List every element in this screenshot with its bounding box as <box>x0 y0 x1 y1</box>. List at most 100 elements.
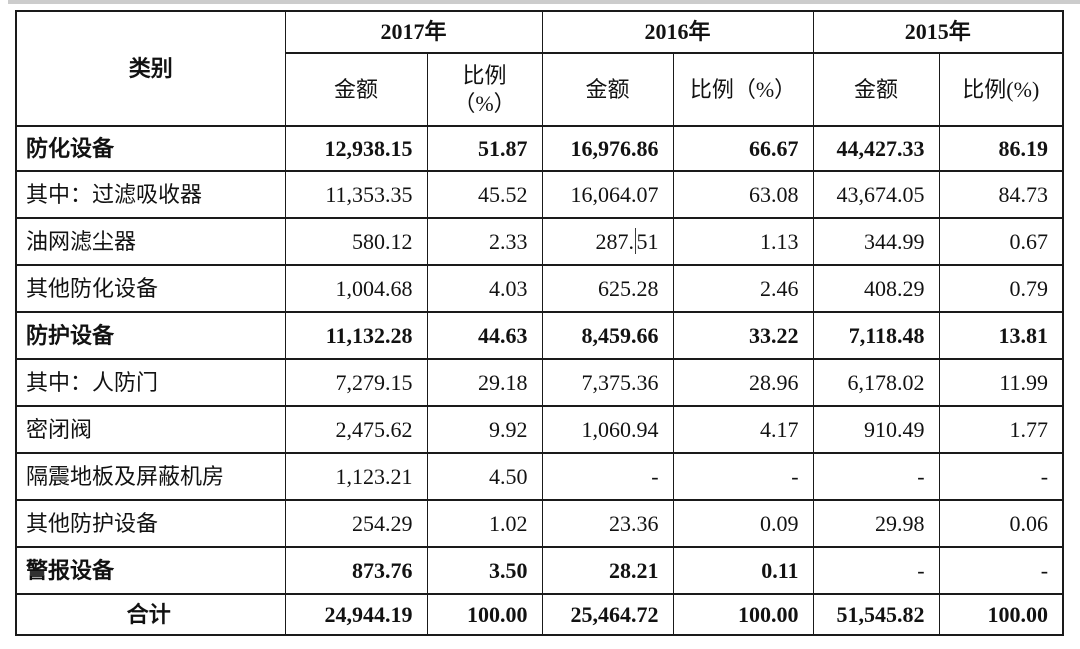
value-cell[interactable]: 1.77 <box>938 405 1064 454</box>
value-cell[interactable]: 3.50 <box>426 546 543 595</box>
caret-text-before: 287. <box>595 228 635 254</box>
value-cell[interactable]: 13.81 <box>938 311 1064 360</box>
header-2016-amount[interactable]: 金额 <box>541 52 674 127</box>
value-cell[interactable]: 4.50 <box>426 452 543 501</box>
value-cell[interactable]: 1.02 <box>426 499 543 548</box>
value-cell[interactable]: 100.00 <box>938 593 1064 636</box>
value-cell[interactable]: 16,064.07 <box>541 170 674 219</box>
value-cell[interactable]: 1.13 <box>672 217 814 266</box>
value-cell[interactable]: 100.00 <box>672 593 814 636</box>
category-cell[interactable]: 隔震地板及屏蔽机房 <box>15 452 286 501</box>
header-2017-ratio-line1: 比例 <box>462 63 507 88</box>
value-cell[interactable]: - <box>938 546 1064 595</box>
table-row: 其中：人防门 7,279.15 29.18 7,375.36 28.96 6,178.02… <box>15 358 1064 407</box>
value-cell[interactable]: 23.36 <box>541 499 674 548</box>
table-row: 油网滤尘器 580.12 2.33 287. 51 1.13 344.99 0.67 <box>15 217 1064 266</box>
value-cell[interactable]: 51,545.82 <box>812 593 940 636</box>
value-cell[interactable]: 625.28 <box>541 264 674 313</box>
value-cell[interactable]: 1,004.68 <box>284 264 428 313</box>
table-row: 其中：过滤吸收器 11,353.35 45.52 16,064.07 63.08 43,6… <box>15 170 1064 219</box>
value-cell[interactable]: 0.11 <box>672 546 814 595</box>
header-category[interactable]: 类别 <box>15 10 286 127</box>
value-cell[interactable]: 0.09 <box>672 499 814 548</box>
table-row: 密闭阀 2,475.62 9.92 1,060.94 4.17 910.49 1.77 <box>15 405 1064 454</box>
value-cell[interactable]: - <box>938 452 1064 501</box>
value-cell[interactable]: 29.18 <box>426 358 543 407</box>
financial-category-table: 类别 2017年 2016年 2015年 金额 比例 （%） 金额 比例（%） … <box>15 10 1065 636</box>
table-row: 警报设备 873.76 3.50 28.21 0.11- - <box>15 546 1064 595</box>
header-year-2017[interactable]: 2017年 <box>284 10 543 54</box>
value-cell[interactable]: 287. 51 <box>541 217 674 266</box>
page-top-edge-strip <box>8 0 1080 4</box>
value-cell[interactable]: 11,132.28 <box>284 311 428 360</box>
header-2016-ratio[interactable]: 比例（%） <box>672 52 814 127</box>
value-cell[interactable]: 9.92 <box>426 405 543 454</box>
value-cell[interactable]: 254.29 <box>284 499 428 548</box>
header-year-2016[interactable]: 2016年 <box>541 10 814 54</box>
value-cell[interactable]: 0.67 <box>938 217 1064 266</box>
value-cell[interactable]: 1,123.21 <box>284 452 428 501</box>
value-cell[interactable]: 16,976.86 <box>541 125 674 172</box>
category-cell[interactable]: 其中：人防门 <box>15 358 286 407</box>
value-cell[interactable]: - <box>672 452 814 501</box>
value-cell[interactable]: 2,475.62 <box>284 405 428 454</box>
value-cell[interactable]: 63.08 <box>672 170 814 219</box>
header-2015-amount[interactable]: 金额 <box>812 52 940 127</box>
value-cell[interactable]: 86.19 <box>938 125 1064 172</box>
value-cell[interactable]: 6,178.02 <box>812 358 940 407</box>
table-row: 隔震地板及屏蔽机房 1,123.21 4.50- - - - <box>15 452 1064 501</box>
value-cell[interactable]: 7,375.36 <box>541 358 674 407</box>
value-cell[interactable]: 7,279.15 <box>284 358 428 407</box>
header-2017-amount[interactable]: 金额 <box>284 52 428 127</box>
value-cell[interactable]: 8,459.66 <box>541 311 674 360</box>
value-cell[interactable]: 66.67 <box>672 125 814 172</box>
value-cell[interactable]: 7,118.48 <box>812 311 940 360</box>
value-cell[interactable]: 1,060.94 <box>541 405 674 454</box>
value-cell[interactable]: 910.49 <box>812 405 940 454</box>
value-cell[interactable]: 44,427.33 <box>812 125 940 172</box>
category-cell[interactable]: 油网滤尘器 <box>15 217 286 266</box>
value-cell[interactable]: - <box>812 452 940 501</box>
value-cell[interactable]: 24,944.19 <box>284 593 428 636</box>
value-cell[interactable]: 4.03 <box>426 264 543 313</box>
value-cell[interactable]: - <box>541 452 674 501</box>
value-cell[interactable]: 51.87 <box>426 125 543 172</box>
value-cell[interactable]: 33.22 <box>672 311 814 360</box>
table-row: 防化设备 12,938.15 51.87 16,976.86 66.67 44,427.3… <box>15 125 1064 172</box>
category-cell[interactable]: 其他防护设备 <box>15 499 286 548</box>
value-cell[interactable]: 873.76 <box>284 546 428 595</box>
category-cell[interactable]: 警报设备 <box>15 546 286 595</box>
value-cell[interactable]: 11,353.35 <box>284 170 428 219</box>
value-cell[interactable]: 29.98 <box>812 499 940 548</box>
value-cell[interactable]: 84.73 <box>938 170 1064 219</box>
value-cell[interactable]: 100.00 <box>426 593 543 636</box>
value-cell[interactable]: 408.29 <box>812 264 940 313</box>
value-cell[interactable]: 580.12 <box>284 217 428 266</box>
value-cell[interactable]: 0.06 <box>938 499 1064 548</box>
value-cell[interactable]: 4.17 <box>672 405 814 454</box>
header-2015-ratio[interactable]: 比例(%) <box>938 52 1064 127</box>
category-cell[interactable]: 防护设备 <box>15 311 286 360</box>
value-cell[interactable]: 0.79 <box>938 264 1064 313</box>
value-cell[interactable]: 44.63 <box>426 311 543 360</box>
category-cell[interactable]: 其中：过滤吸收器 <box>15 170 286 219</box>
category-cell[interactable]: 防化设备 <box>15 125 286 172</box>
value-cell[interactable]: 11.99 <box>938 358 1064 407</box>
value-cell[interactable]: 344.99 <box>812 217 940 266</box>
value-cell[interactable]: 2.46 <box>672 264 814 313</box>
value-cell[interactable]: - <box>812 546 940 595</box>
value-cell[interactable]: 12,938.15 <box>284 125 428 172</box>
value-cell[interactable]: 45.52 <box>426 170 543 219</box>
category-cell[interactable]: 合计 <box>15 593 286 636</box>
value-cell[interactable]: 43,674.05 <box>812 170 940 219</box>
category-cell[interactable]: 其他防化设备 <box>15 264 286 313</box>
value-cell[interactable]: 25,464.72 <box>541 593 674 636</box>
value-cell[interactable]: 28.21 <box>541 546 674 595</box>
table-row: 其他防化设备 1,004.68 4.03 625.28 2.46 408.29 0.79 <box>15 264 1064 313</box>
header-2017-ratio[interactable]: 比例 （%） <box>426 52 543 127</box>
value-cell[interactable]: 28.96 <box>672 358 814 407</box>
caret-text-after: 51 <box>636 228 659 254</box>
header-year-2015[interactable]: 2015年 <box>812 10 1064 54</box>
value-cell[interactable]: 2.33 <box>426 217 543 266</box>
category-cell[interactable]: 密闭阀 <box>15 405 286 454</box>
